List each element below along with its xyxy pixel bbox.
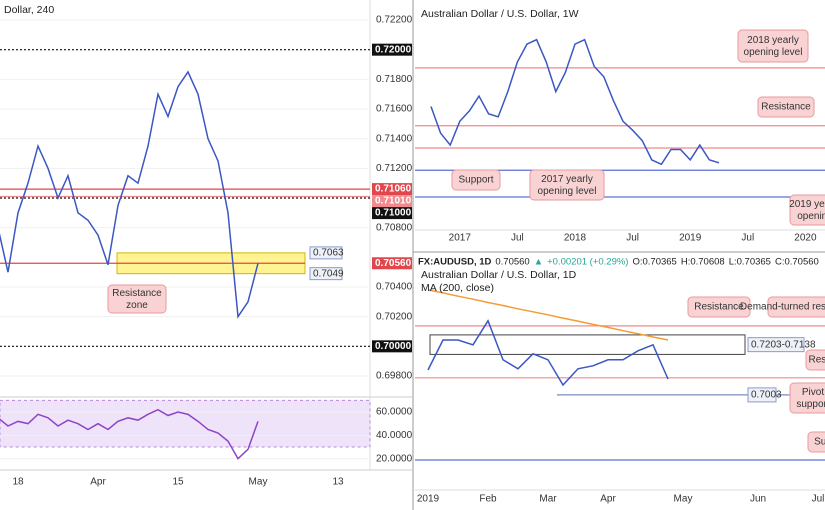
ohlc-header: H:0.70608 (681, 257, 725, 268)
x-tick-label: May (249, 477, 268, 488)
price-line (427, 319, 669, 387)
zone (429, 334, 746, 355)
chart-title: Australian Dollar / U.S. Dollar, 1W (421, 8, 579, 20)
x-tick-label: Jul (741, 233, 754, 244)
y-tick-label: 0.69800 (376, 371, 413, 382)
y-tick-label: 0.70200 (376, 311, 413, 322)
callout (805, 349, 825, 371)
callout-text: Support (458, 175, 493, 186)
price-label: 0.71010 (375, 196, 412, 207)
callout (807, 431, 825, 453)
x-tick-label: 18 (12, 477, 24, 488)
callout (789, 382, 825, 414)
y-tick-label: 20.0000 (376, 453, 413, 464)
x-tick-label: Jul (511, 233, 524, 244)
callout (789, 194, 825, 226)
pivot-label-box (747, 387, 777, 403)
x-tick-label: 15 (172, 477, 184, 488)
price-label-box (372, 340, 412, 353)
callout (737, 29, 809, 63)
price-label: 0.70560 (375, 258, 412, 269)
y-tick-label: 0.70800 (376, 222, 413, 233)
price-label-box (372, 257, 412, 270)
x-tick-label: Mar (539, 494, 557, 505)
x-tick-label: 13 (332, 477, 344, 488)
ohlc-header: O:0.70365 (632, 257, 676, 268)
x-tick-label: 2019 (417, 494, 440, 505)
callout-text: Sup (814, 437, 825, 448)
callout-text: Resistance (761, 102, 811, 113)
y-tick-label: 0.70400 (376, 282, 413, 293)
price-line (427, 289, 669, 341)
ohlc-header: +0.00201 (+0.29%) (547, 257, 628, 268)
callout-text: Resistance zone (112, 288, 162, 311)
zone-label: 0.7063 (313, 248, 344, 259)
x-tick-label: 2018 (564, 233, 587, 244)
callout (529, 169, 605, 201)
ohlc-header: C:0.70560 (775, 257, 819, 268)
price-label-box (372, 43, 412, 56)
price-label-box (372, 207, 412, 220)
y-tick-label: 60.0000 (376, 407, 413, 418)
callout-text: Demand-turned resistance a (740, 302, 825, 313)
callout (451, 169, 501, 191)
price-label: 0.71060 (375, 184, 412, 195)
price-label-box (372, 183, 412, 196)
price-label: 0.71000 (375, 208, 412, 219)
callout-text: Pivotsupport (796, 387, 825, 410)
callout (757, 96, 815, 118)
callout (107, 284, 167, 314)
price-label-box (372, 195, 412, 208)
ohlc-header: L:0.70365 (729, 257, 771, 268)
y-tick-label: 40.0000 (376, 430, 413, 441)
x-tick-label: 2017 (449, 233, 472, 244)
zone-label-box (309, 267, 343, 281)
callout-text: Resistance (694, 302, 744, 313)
price-line (430, 38, 720, 166)
x-tick-label: Feb (479, 494, 497, 505)
price-line (0, 70, 259, 319)
pivot-label: 0.7003 (751, 390, 782, 401)
y-tick-label: 0.71400 (376, 133, 413, 144)
y-tick-label: 0.71600 (376, 104, 413, 115)
ohlc-header: 0.70560 (495, 257, 529, 268)
x-tick-label: Jul (626, 233, 639, 244)
price-label: 0.72000 (375, 44, 412, 55)
ohlc-header: ▲ (534, 257, 543, 268)
callout-text: 2017 yearly opening level (538, 174, 597, 197)
x-tick-label: Apr (600, 494, 616, 505)
callout-text: 2018 yearly opening level (744, 35, 803, 58)
zone-label-box (309, 246, 343, 260)
price-line (0, 408, 259, 460)
x-tick-label: May (674, 494, 693, 505)
callout (687, 296, 751, 318)
zone-label: 0.7049 (313, 268, 344, 279)
chart-title: Australian Dollar / U.S. Dollar, 1D (421, 269, 577, 281)
zone-label: 0.7203-0.7138 (751, 339, 816, 350)
x-tick-label: 2020 (794, 233, 817, 244)
y-tick-label: 0.71800 (376, 74, 413, 85)
x-tick-label: Jun (750, 494, 766, 505)
legend-entry: MA (200, close) (421, 282, 494, 294)
price-label: 0.70000 (375, 341, 412, 352)
x-tick-label: Apr (90, 477, 106, 488)
x-tick-label: 2019 (679, 233, 702, 244)
chart-title: Dollar, 240 (4, 4, 54, 16)
zone-label-box (747, 337, 805, 353)
y-tick-label: 0.72200 (376, 15, 413, 26)
callout-text: Resis (808, 355, 825, 366)
y-tick-label: 0.71200 (376, 163, 413, 174)
x-tick-label: Jul (812, 494, 825, 505)
callout (767, 296, 825, 318)
ohlc-header: FX:AUDUSD, 1D (418, 257, 492, 268)
